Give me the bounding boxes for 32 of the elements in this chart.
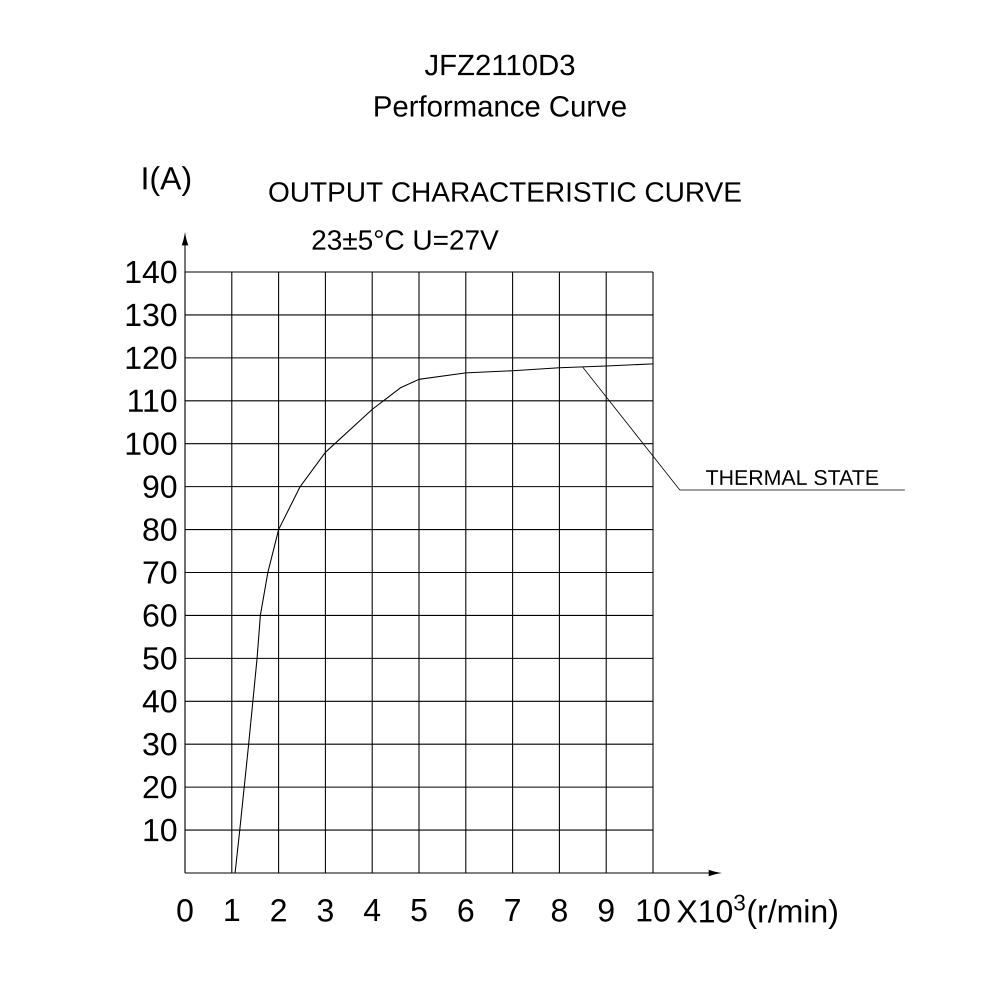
- y-tick-label: 80: [143, 518, 176, 541]
- x-tick-label: 8: [552, 899, 567, 922]
- text: OUTPUT CHARACTERISTIC CURVE: [269, 182, 741, 202]
- y-tick-label: 130: [126, 304, 176, 326]
- chart-subtitle: Performance Curve: [375, 95, 626, 117]
- x-tick-label: 1: [225, 899, 240, 922]
- y-tick-label: 120: [126, 346, 176, 370]
- x-tick-label: 3: [318, 899, 333, 922]
- y-tick-label: 100: [126, 432, 176, 456]
- x-tick-label: 9: [598, 899, 614, 922]
- text: 23±5°C U=27V: [312, 230, 499, 250]
- x-tick-label: 5: [411, 899, 427, 922]
- x-tick-label: 4: [364, 899, 380, 922]
- x-tick-label: 7: [505, 899, 520, 922]
- x-tick-label: 10: [638, 899, 670, 922]
- y-tick-label: 70: [144, 561, 176, 584]
- x-tick-label: 2: [271, 899, 286, 922]
- y-tick-label: 20: [144, 776, 176, 798]
- y-tick-label: 60: [144, 604, 176, 627]
- y-tick-label: 90: [144, 475, 176, 498]
- y-tick-label: 30: [143, 732, 176, 756]
- y-tick-label: 110: [129, 389, 176, 412]
- y-tick-label: 50: [143, 647, 176, 670]
- chart-title: JFZ2110D3: [424, 54, 574, 76]
- y-tick-label: 10: [144, 818, 176, 842]
- y-tick-label: 140: [126, 260, 176, 284]
- annotation: THERMAL STATE: [706, 470, 878, 486]
- y-tick-label: 40: [142, 690, 176, 713]
- y-axis-title: I(A): [144, 166, 190, 196]
- x-tick-label: 6: [458, 899, 474, 922]
- x-axis-title: X10$^{3}$(r/min): [677, 894, 837, 929]
- x-tick-label: 0: [177, 899, 193, 922]
